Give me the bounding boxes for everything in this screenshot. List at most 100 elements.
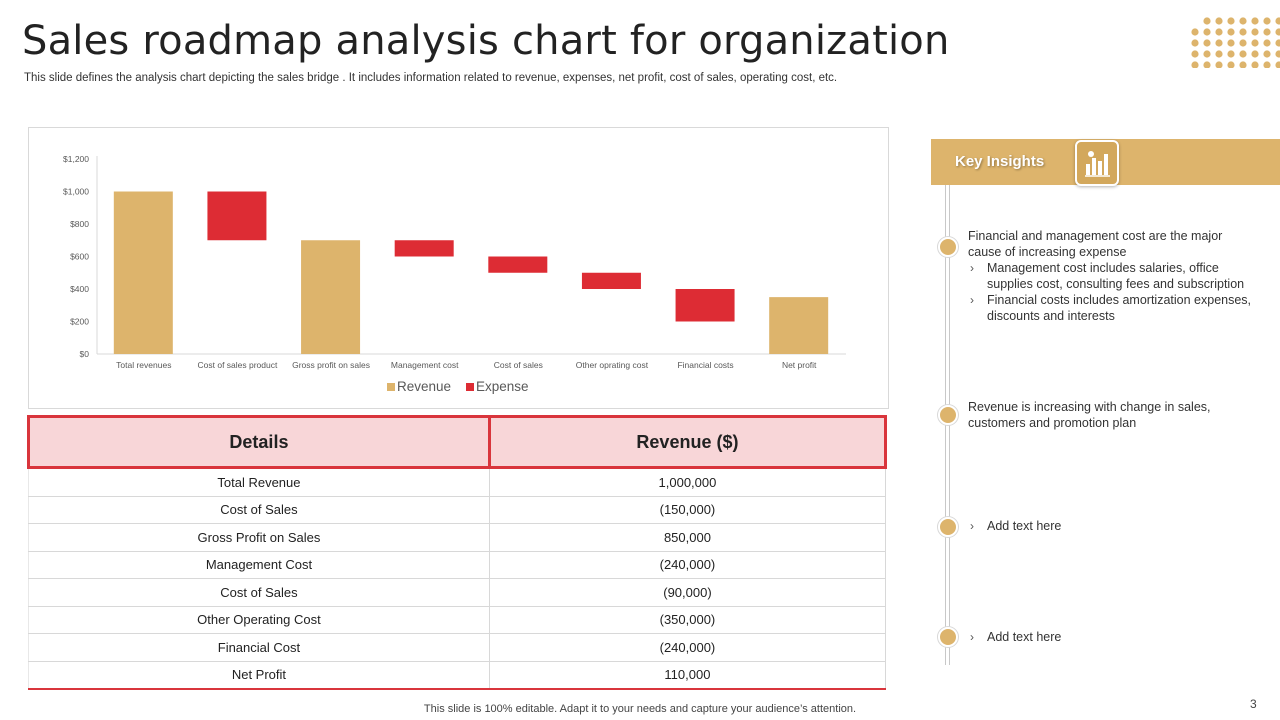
insight-item: Add text here [968, 629, 1258, 645]
decorative-dot [1191, 61, 1199, 68]
table-row: Net Profit 110,000 [28, 661, 887, 690]
table-cell-revenue: (350,000) [489, 606, 887, 634]
legend-swatch-revenue [387, 383, 395, 391]
table-row: Total Revenue 1,000,000 [28, 467, 887, 497]
insight-item: Financial and management cost are the ma… [968, 228, 1258, 324]
page-subtitle: This slide defines the analysis chart de… [24, 72, 838, 84]
timeline-marker [938, 237, 958, 257]
key-insights-header: Key Insights [931, 139, 1280, 186]
page-title: Sales roadmap analysis chart for organiz… [22, 18, 950, 64]
expense-bar [207, 191, 267, 241]
x-tick-label: Financial costs [677, 360, 733, 370]
decorative-dot-grid [1191, 17, 1280, 68]
decorative-dot [1263, 39, 1271, 47]
decorative-dot [1215, 50, 1223, 58]
decorative-dot [1227, 50, 1235, 58]
table-cell-detail: Gross Profit on Sales [28, 523, 490, 552]
decorative-dot [1251, 39, 1259, 47]
table-cell-detail: Other Operating Cost [28, 606, 490, 634]
table-cell-detail: Cost of Sales [28, 496, 490, 524]
legend-swatch-expense [466, 383, 474, 391]
decorative-dot [1239, 50, 1247, 58]
decorative-dot [1275, 28, 1280, 36]
table-cell-detail: Cost of Sales [28, 578, 490, 607]
decorative-dot [1239, 17, 1247, 25]
decorative-dot [1215, 28, 1223, 36]
x-tick-label: Cost of sales [494, 360, 543, 370]
table-cell-detail: Net Profit [28, 661, 490, 690]
key-insights-title: Key Insights [955, 153, 1045, 170]
revenue-bar [769, 297, 829, 354]
decorative-dot [1203, 17, 1211, 25]
decorative-dot [1227, 39, 1235, 47]
decorative-dot [1227, 28, 1235, 36]
table-cell-revenue: (240,000) [489, 633, 887, 662]
decorative-dot [1203, 61, 1211, 68]
decorative-dot [1251, 61, 1259, 68]
bar-chart-icon [1075, 140, 1119, 186]
revenue-bar [301, 240, 361, 354]
timeline-line [949, 185, 950, 665]
x-tick-label: Cost of sales product [198, 360, 278, 370]
table-row: Cost of Sales (150,000) [28, 496, 887, 524]
decorative-dot [1191, 50, 1199, 58]
decorative-dot [1203, 50, 1211, 58]
decorative-dot [1275, 39, 1280, 47]
decorative-dot [1227, 61, 1235, 68]
decorative-dot [1275, 17, 1280, 25]
table-cell-revenue: 110,000 [489, 661, 887, 690]
table-row: Management Cost (240,000) [28, 551, 887, 579]
insight-bullet: Add text here [968, 629, 1258, 645]
decorative-dot [1239, 61, 1247, 68]
insight-bullet: Add text here [968, 518, 1258, 534]
details-table: Details Revenue ($) Total Revenue 1,000,0… [27, 415, 888, 690]
legend-label-revenue: Revenue [397, 379, 451, 394]
page-number: 3 [1250, 697, 1257, 711]
table-cell-detail: Total Revenue [28, 467, 490, 497]
table-cell-revenue: 1,000,000 [489, 467, 887, 497]
decorative-dot [1203, 39, 1211, 47]
expense-bar [675, 289, 735, 322]
y-tick-label: $400 [70, 284, 89, 294]
table-header-row: Details Revenue ($) [27, 415, 888, 469]
timeline-marker [938, 405, 958, 425]
footer-note: This slide is 100% editable. Adapt it to… [423, 703, 857, 715]
insight-item: Revenue is increasing with change in sal… [968, 399, 1258, 431]
y-tick-label: $0 [80, 349, 90, 359]
x-tick-label: Total revenues [116, 360, 171, 370]
table-body: Total Revenue 1,000,000 Cost of Sales (150,… [28, 467, 887, 690]
decorative-dot [1191, 39, 1199, 47]
table-cell-detail: Financial Cost [28, 633, 490, 662]
table-cell-detail: Management Cost [28, 551, 490, 579]
decorative-dot [1251, 50, 1259, 58]
table-cell-revenue: (90,000) [489, 578, 887, 607]
table-row: Financial Cost (240,000) [28, 633, 887, 662]
decorative-dot [1263, 50, 1271, 58]
x-tick-label: Management cost [391, 360, 459, 370]
decorative-dot [1275, 50, 1280, 58]
expense-bar [581, 272, 641, 289]
expense-bar [488, 256, 548, 273]
decorative-dot [1239, 28, 1247, 36]
decorative-dot [1239, 39, 1247, 47]
table-cell-revenue: 850,000 [489, 523, 887, 552]
y-tick-label: $200 [70, 317, 89, 327]
timeline-marker [938, 627, 958, 647]
decorative-dot [1275, 61, 1280, 68]
table-row: Gross Profit on Sales 850,000 [28, 523, 887, 552]
legend-label-expense: Expense [476, 379, 529, 394]
table-cell-revenue: (150,000) [489, 496, 887, 524]
decorative-dot [1191, 28, 1199, 36]
insight-bullet: Management cost includes salaries, offic… [968, 260, 1258, 292]
x-tick-label: Net profit [782, 360, 817, 370]
y-tick-label: $800 [70, 219, 89, 229]
header-details: Details [27, 415, 491, 469]
decorative-dot [1215, 61, 1223, 68]
decorative-dot [1251, 28, 1259, 36]
timeline-line [945, 185, 946, 665]
decorative-dot [1263, 61, 1271, 68]
expense-bar [394, 240, 454, 257]
insight-text: Revenue is increasing with change in sal… [968, 400, 1211, 430]
x-tick-label: Gross profit on sales [292, 360, 370, 370]
header-revenue: Revenue ($) [487, 415, 888, 469]
